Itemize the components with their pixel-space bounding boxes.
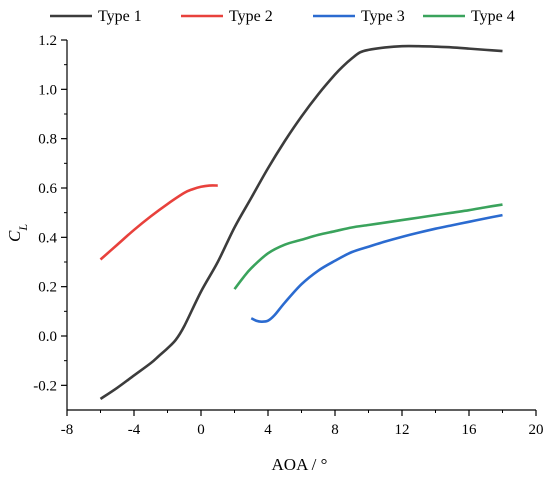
y-tick-label: 0.2 bbox=[38, 280, 57, 296]
y-tick-label: 0.0 bbox=[38, 329, 57, 345]
x-axis-title: AOA / ° bbox=[272, 455, 328, 474]
x-tick-label: 20 bbox=[529, 422, 544, 438]
y-axis-title-sub: L bbox=[16, 224, 30, 232]
series-line-2 bbox=[99, 184, 218, 261]
y-tick-label: 0.6 bbox=[38, 181, 57, 197]
y-tick-label: 1.2 bbox=[38, 33, 57, 49]
x-tick-label: 0 bbox=[197, 422, 205, 438]
legend-label-3: Type 3 bbox=[361, 8, 405, 25]
x-tick-label: -4 bbox=[128, 422, 141, 438]
series-line-3 bbox=[250, 213, 503, 323]
series-lines bbox=[99, 44, 503, 400]
y-tick-label: 0.8 bbox=[38, 132, 57, 148]
series-line-1 bbox=[99, 44, 503, 400]
y-tick-label: 1.0 bbox=[38, 82, 57, 98]
y-tick-label: -0.2 bbox=[33, 378, 57, 394]
legend-label-4: Type 4 bbox=[471, 8, 515, 25]
legend-label-1: Type 1 bbox=[98, 8, 142, 25]
y-axis-title: CL bbox=[5, 224, 30, 242]
y-ticks: -0.2 0.0 0.2 0.4 0.6 0.8 1.0 1.2 bbox=[33, 33, 67, 394]
y-axis-title-base: C bbox=[5, 230, 24, 242]
x-tick-label: 8 bbox=[331, 422, 339, 438]
x-ticks: -8 -4 0 4 8 12 16 20 bbox=[61, 410, 544, 438]
x-tick-label: 16 bbox=[462, 422, 478, 438]
series-line-4 bbox=[233, 203, 503, 290]
x-tick-label: 12 bbox=[395, 422, 410, 438]
y-tick-label: 0.4 bbox=[38, 230, 57, 246]
legend-label-2: Type 2 bbox=[229, 8, 273, 25]
plot-area: -8 -4 0 4 8 12 16 20 -0.2 0.0 0.2 0.4 0.6 0.8 1.0 1.2 bbox=[33, 33, 543, 438]
legend: Type 1 Type 2 Type 3 Type 4 bbox=[50, 8, 515, 25]
x-tick-label: 4 bbox=[264, 422, 272, 438]
x-tick-label: -8 bbox=[61, 422, 74, 438]
